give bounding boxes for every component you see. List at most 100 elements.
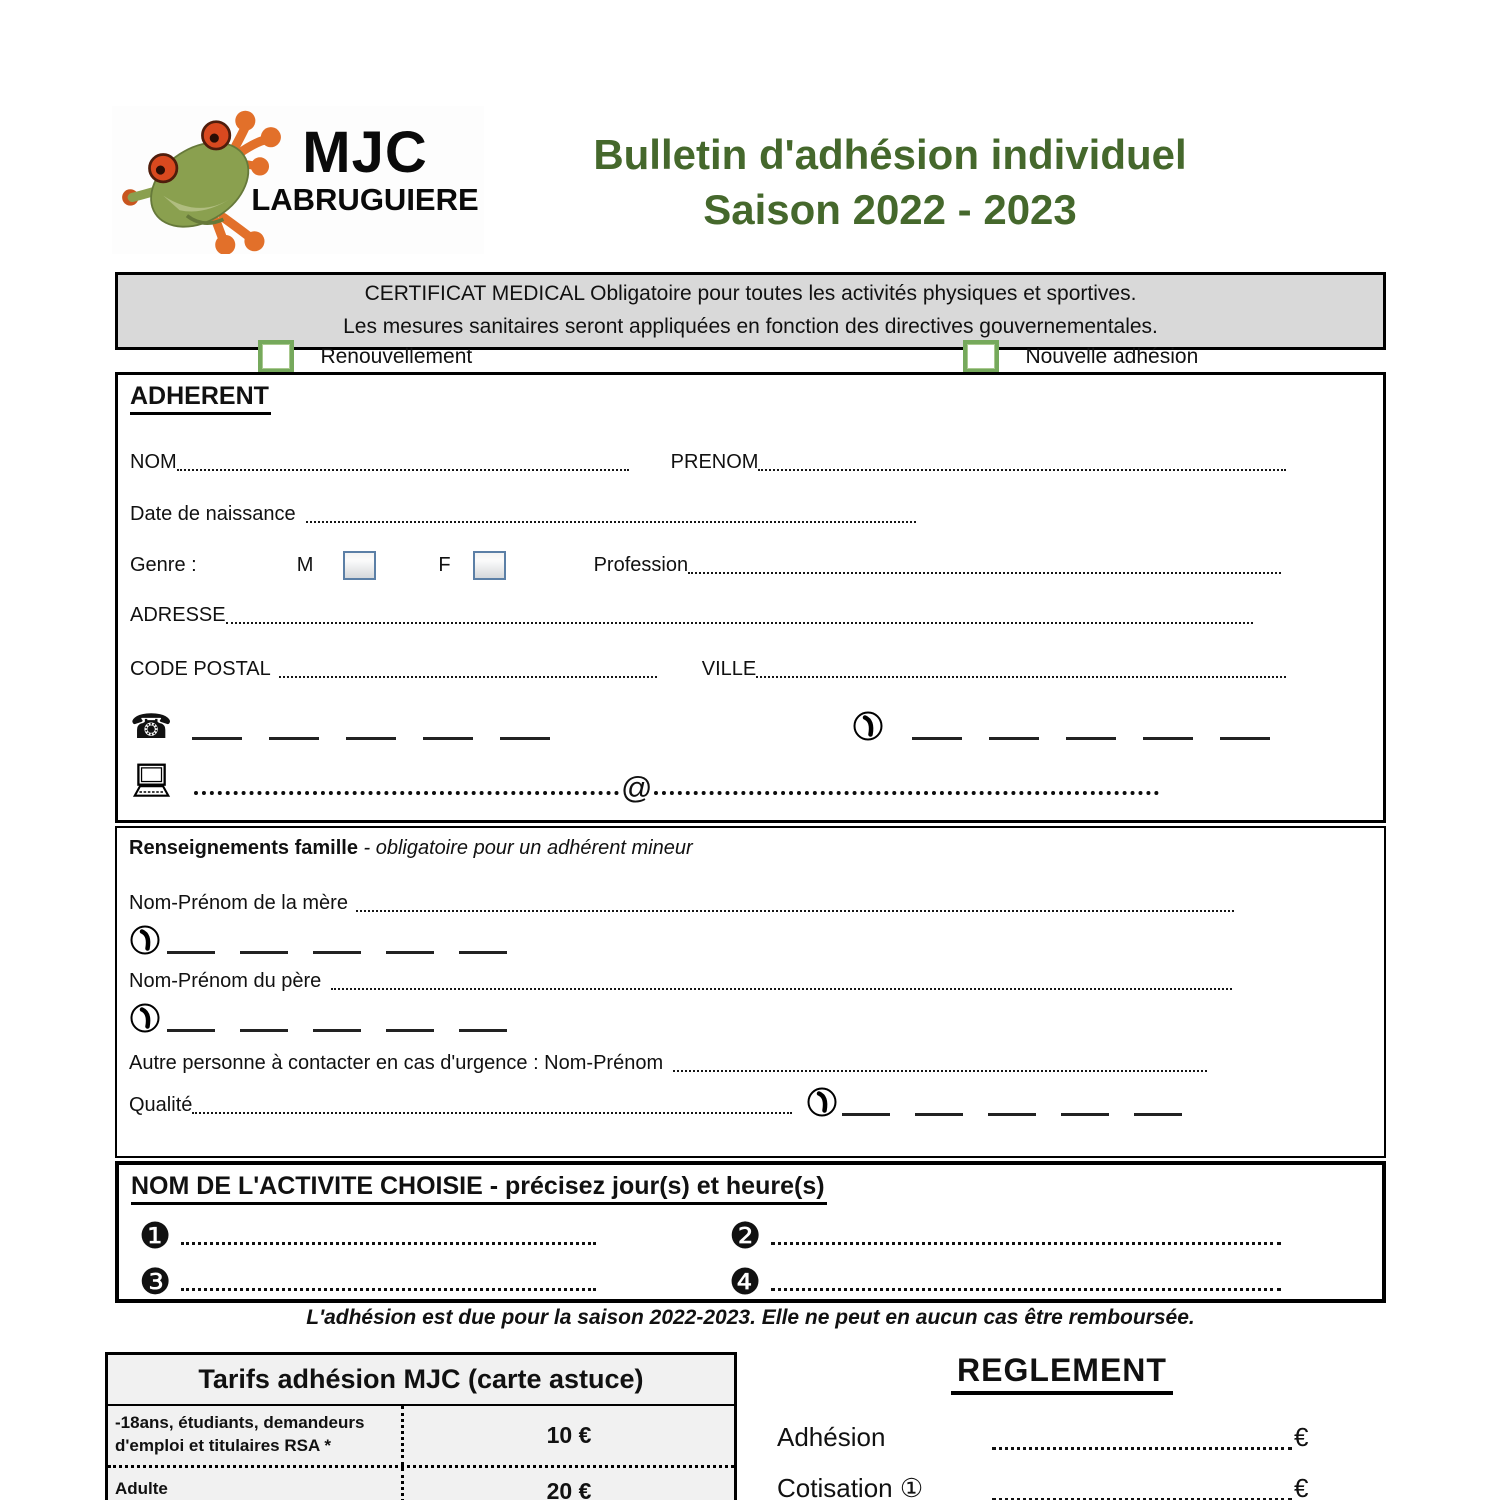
pere-field: [331, 983, 1232, 990]
reglement-section: REGLEMENT Adhésion € Cotisation ① €: [737, 1352, 1387, 1500]
famille-title-bold: Renseignements famille: [129, 837, 358, 859]
renewal-option: Renouvellement: [258, 340, 472, 373]
mobile-phone-icon: [853, 711, 883, 740]
activite-field-4: [771, 1283, 1282, 1291]
birthdate-row: Date de naissance: [130, 503, 1371, 525]
email-local-field: [194, 785, 619, 795]
urgence-label: Autre personne à contacter en cas d'urge…: [129, 1052, 664, 1074]
tarif-label-adulte: Adulte: [108, 1467, 404, 1500]
number-3-icon: ❸: [139, 1261, 172, 1303]
table-row: -18ans, étudiants, demandeurs d'emploi e…: [108, 1406, 734, 1468]
cotisation-currency: €: [1294, 1473, 1309, 1500]
genre-m-checkbox[interactable]: [343, 550, 377, 580]
mjc-logo: MJC LABRUGUIERE: [112, 106, 484, 254]
activite-item-3: ❸: [139, 1264, 721, 1300]
activite-section: NOM DE L'ACTIVITE CHOISIE - précisez jou…: [115, 1161, 1386, 1303]
nom-field: [176, 464, 629, 471]
famille-title-italic: - obligatoire pour un adhérent mineur: [357, 837, 693, 859]
activite-field-3: [181, 1283, 597, 1291]
code-postal-label: CODE POSTAL: [130, 657, 271, 680]
frog-logo-icon: [122, 110, 281, 254]
mere-field: [355, 905, 1234, 912]
logo-text: MJC LABRUGUIERE: [250, 124, 480, 218]
new-membership-checkbox[interactable]: [963, 340, 999, 373]
adresse-row: ADRESSE: [130, 604, 1371, 626]
famille-section-title: Renseignements famille - obligatoire pou…: [129, 836, 1372, 860]
birthdate-label: Date de naissance: [130, 502, 296, 525]
qualite-label: Qualité: [129, 1094, 193, 1116]
urgence-phone-blanks: [842, 1109, 1207, 1116]
adhesion-currency: €: [1294, 1422, 1309, 1452]
logo-org-city: LABRUGUIERE: [251, 182, 479, 217]
phone-row: ☎: [130, 710, 1371, 744]
genre-label: Genre :: [130, 553, 197, 576]
cotisation-amount-row: Cotisation ① €: [777, 1473, 1387, 1500]
document-title-line2: Saison 2022 - 2023: [703, 185, 1077, 233]
non-refundable-note: L'adhésion est due pour la saison 2022-2…: [306, 1306, 1195, 1329]
number-2-icon: ❷: [729, 1215, 762, 1257]
adhesion-amount-row: Adhésion €: [777, 1422, 1387, 1453]
code-postal-ville-row: CODE POSTAL VILLE: [130, 658, 1371, 680]
adherent-section: ADHERENT NOM PRENOM Date de naissance Ge…: [115, 372, 1386, 823]
document-title: Bulletin d'adhésion individuel Saison 20…: [530, 128, 1250, 237]
tarif-label-reduit: -18ans, étudiants, demandeurs d'emploi e…: [108, 1406, 404, 1465]
notice-line1: CERTIFICAT MEDICAL Obligatoire pour tout…: [364, 282, 1137, 305]
new-membership-label: Nouvelle adhésion: [1025, 344, 1199, 368]
nom-label: NOM: [130, 450, 177, 473]
urgence-row: Autre personne à contacter en cas d'urge…: [129, 1052, 1372, 1074]
activite-section-title: NOM DE L'ACTIVITE CHOISIE - précisez jou…: [131, 1172, 827, 1205]
activite-field-2: [771, 1237, 1282, 1245]
at-sign: @: [621, 769, 653, 805]
profession-label: Profession: [593, 553, 689, 576]
reglement-title: REGLEMENT: [951, 1352, 1173, 1395]
notice-line2: Les mesures sanitaires seront appliquées…: [343, 314, 1158, 338]
tarif-price-reduit: 10 €: [546, 1421, 592, 1448]
urgence-field: [673, 1065, 1207, 1072]
tarif-price-adulte: 20 €: [546, 1477, 592, 1500]
pere-phone-blanks: [167, 1025, 532, 1032]
mere-phone-icon: [130, 925, 160, 955]
renewal-label: Renouvellement: [320, 344, 473, 368]
pere-row: Nom-Prénom du père: [129, 970, 1372, 992]
activite-item-1: ❶: [139, 1218, 721, 1254]
famille-section: Renseignements famille - obligatoire pou…: [115, 826, 1386, 1158]
renewal-checkbox[interactable]: [258, 340, 294, 373]
ville-label: VILLE: [701, 657, 757, 680]
mere-phone-row: [129, 924, 1372, 955]
prenom-label: PRENOM: [670, 450, 759, 473]
computer-email-icon: [132, 763, 171, 797]
mere-phone-blanks: [167, 947, 532, 954]
telephone-icon: ☎: [130, 707, 173, 746]
document-title-line1: Bulletin d'adhésion individuel: [593, 131, 1187, 178]
name-row: NOM PRENOM: [130, 451, 1371, 473]
number-1-icon: ❶: [139, 1215, 172, 1257]
genre-row: Genre : M F Profession: [130, 550, 1371, 580]
genre-f-label: F: [438, 553, 451, 576]
mere-row: Nom-Prénom de la mère: [129, 892, 1372, 914]
genre-f-checkbox[interactable]: [472, 550, 506, 580]
mere-label: Nom-Prénom de la mère: [129, 892, 348, 914]
cotisation-amount-field: [992, 1493, 1292, 1500]
table-row: Adulte 20 €: [108, 1467, 734, 1500]
adresse-label: ADRESSE: [130, 603, 226, 626]
genre-m-label: M: [296, 553, 314, 576]
medical-certificate-notice: CERTIFICAT MEDICAL Obligatoire pour tout…: [115, 272, 1386, 351]
adhesion-amount-field: [992, 1442, 1292, 1450]
email-row: @: [130, 762, 1371, 803]
logo-org-name: MJC: [302, 120, 428, 185]
profession-field: [688, 567, 1281, 574]
activite-field-1: [181, 1237, 597, 1245]
adresse-field: [225, 617, 1253, 624]
code-postal-field: [278, 671, 657, 678]
prenom-field: [758, 464, 1286, 471]
qualite-field: [192, 1107, 793, 1114]
number-4-icon: ❹: [729, 1261, 762, 1303]
home-phone-blanks: [192, 733, 577, 740]
activite-item-2: ❷: [729, 1218, 1282, 1254]
pere-phone-icon: [130, 1003, 160, 1033]
birthdate-field: [305, 516, 916, 523]
mobile-phone-blanks: [912, 733, 1297, 740]
cotisation-label: Cotisation ①: [777, 1473, 924, 1500]
ville-field: [756, 671, 1286, 678]
